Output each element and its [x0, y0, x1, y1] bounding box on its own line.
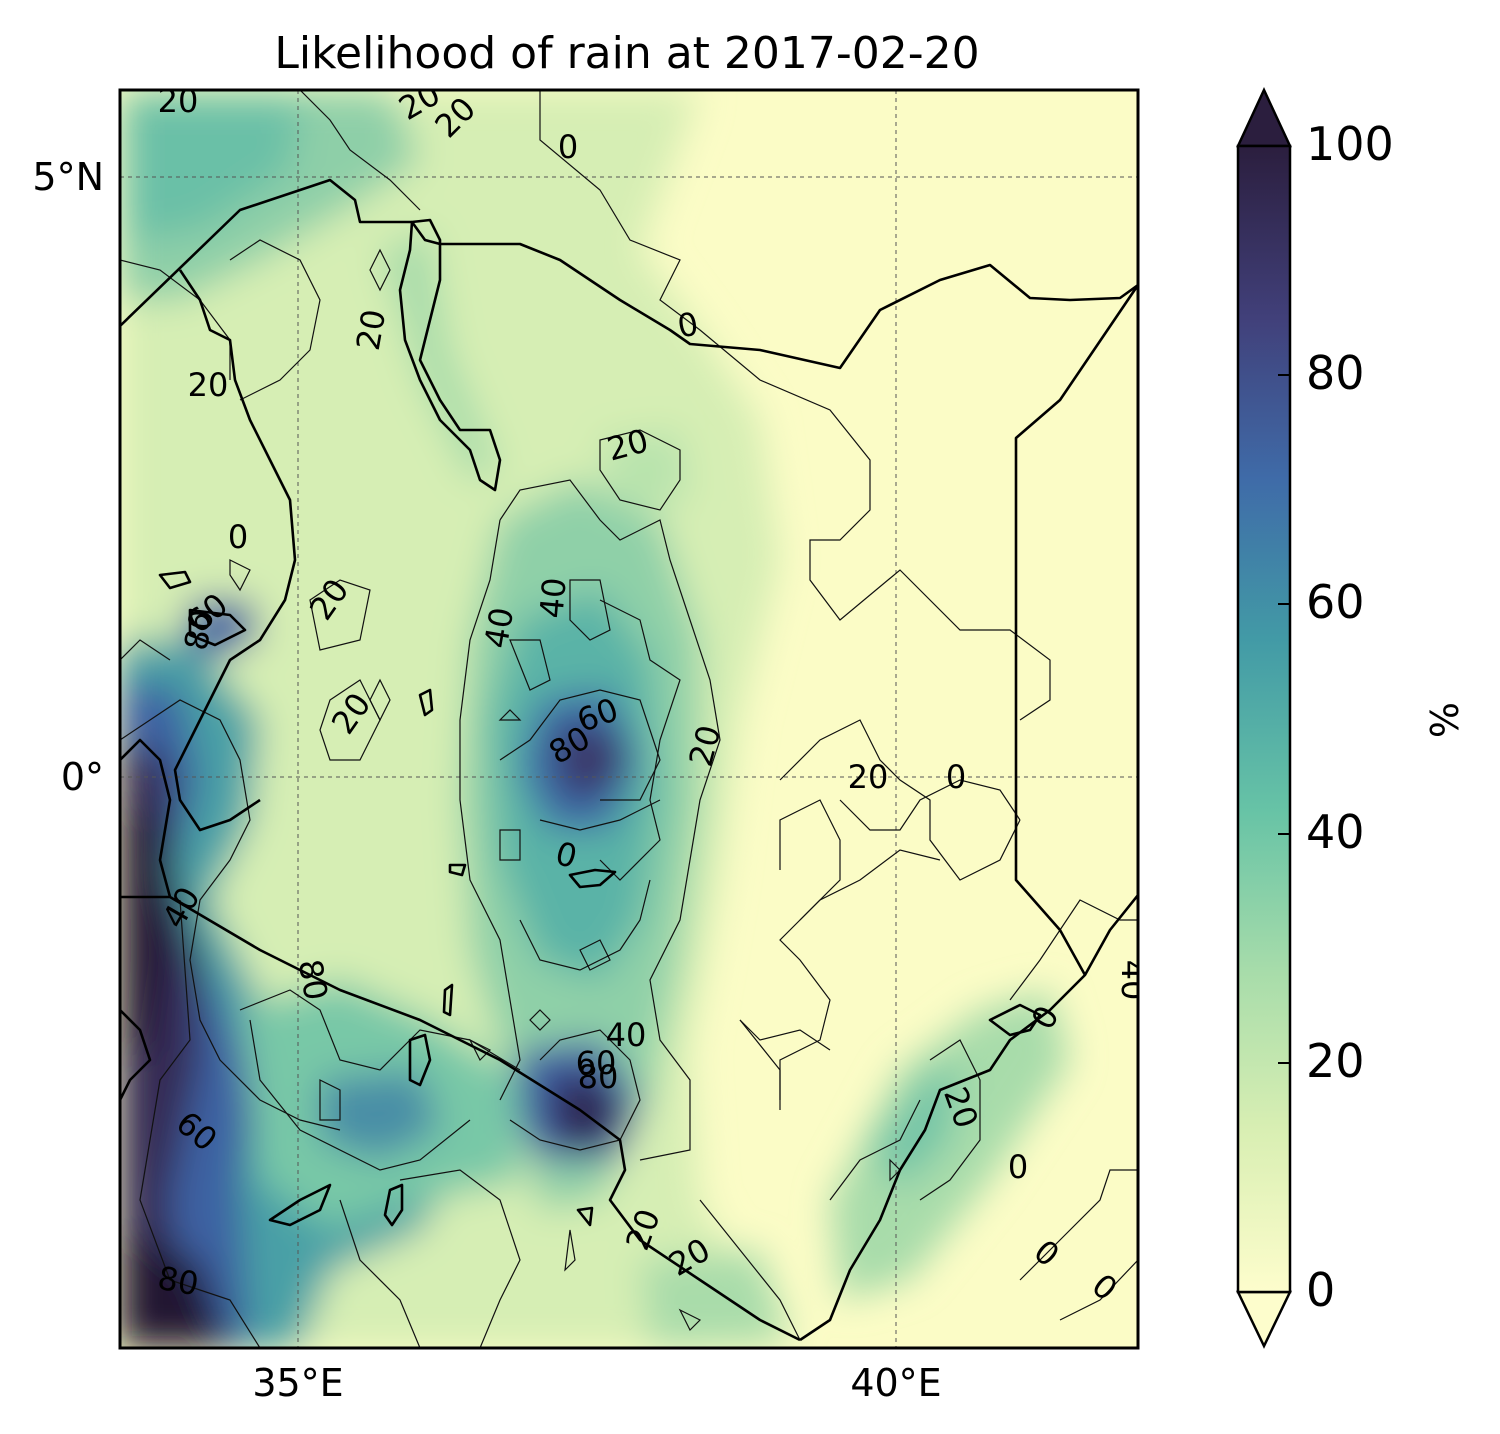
contour-label: 0: [1008, 1148, 1028, 1186]
colorbar-tick-label: 20: [1306, 1034, 1365, 1088]
contour-lines: [120, 90, 1138, 1348]
contour-label: 60: [576, 1044, 617, 1082]
colorbar-tick-marks: [1278, 145, 1290, 1293]
colorbar-extend-high: [1236, 87, 1292, 148]
contour-label: 80: [291, 956, 335, 1003]
map-title: Likelihood of rain at 2017-02-20: [274, 28, 979, 79]
colorbar-tick-labels: 0 20 40 60 80 100: [1306, 117, 1394, 1317]
map-area: 20 20 20 0 20 20 0 20 0 20 40 40 60 80 2…: [120, 82, 1152, 1348]
contour-label: 40: [1114, 960, 1152, 1001]
lat-tick: 5°N: [32, 155, 104, 199]
coastlines-and-borders: [120, 178, 1138, 1342]
colorbar-tick-label: 60: [1306, 575, 1365, 629]
map-frame: [118, 88, 1140, 1350]
colorbar: 0 20 40 60 80 100 %: [1236, 87, 1467, 1349]
colorbar-tick-label: 100: [1306, 117, 1394, 171]
colorbar-extend-low: [1236, 1290, 1292, 1349]
lon-tick: 40°E: [850, 1361, 941, 1405]
contour-label: 0: [558, 128, 578, 166]
contour-label: 80: [155, 1259, 202, 1303]
gridlines: [120, 90, 1138, 1348]
contour-label: 80: [177, 606, 221, 653]
contour-label: 40: [477, 604, 521, 651]
contour-label: 40: [606, 1016, 647, 1054]
lon-tick: 35°E: [252, 1361, 343, 1405]
contour-label: 0: [946, 758, 966, 796]
contour-label: 20: [188, 366, 229, 404]
rain-probability-field: [120, 90, 1070, 1348]
colorbar-tick-label: 0: [1306, 1263, 1335, 1317]
contour-label: 40: [532, 576, 573, 620]
contour-label: 20: [349, 306, 393, 353]
axis-ticks: 35°E 40°E 5°N 0°: [32, 155, 941, 1405]
contour-label: 0: [228, 518, 248, 556]
contour-label: 20: [158, 82, 199, 120]
contour-label: 20: [848, 758, 889, 796]
colorbar-label: %: [1423, 702, 1467, 738]
contour-label: 80: [578, 1058, 619, 1096]
lat-tick: 0°: [61, 755, 104, 799]
colorbar-tick-label: 40: [1306, 805, 1365, 859]
colorbar-tick-label: 80: [1306, 346, 1365, 400]
colorbar-gradient: [1236, 144, 1292, 1294]
